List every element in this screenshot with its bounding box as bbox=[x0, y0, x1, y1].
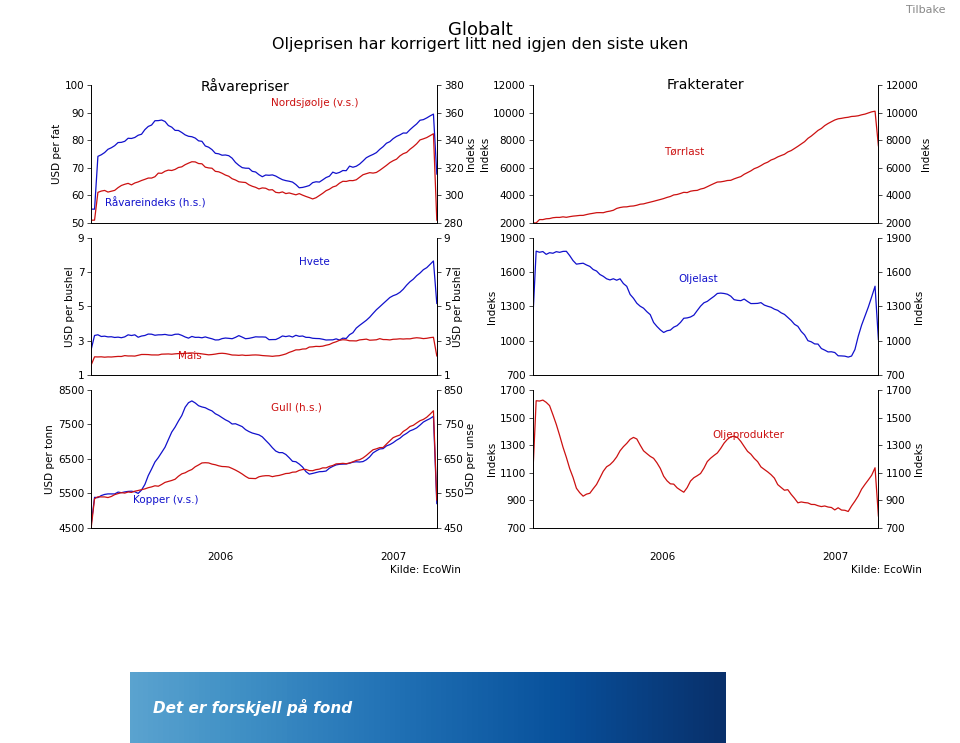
Text: Råvarepriser: Råvarepriser bbox=[201, 78, 289, 94]
Text: Kilde: EcoWin: Kilde: EcoWin bbox=[390, 565, 461, 574]
Y-axis label: Indeks: Indeks bbox=[480, 137, 491, 172]
Y-axis label: Indeks: Indeks bbox=[914, 441, 924, 476]
Y-axis label: USD per unse: USD per unse bbox=[467, 424, 476, 494]
Y-axis label: USD per bushel: USD per bushel bbox=[65, 266, 75, 347]
Text: 2007: 2007 bbox=[822, 552, 849, 562]
Text: 2007: 2007 bbox=[380, 552, 407, 562]
Text: Tørrlast: Tørrlast bbox=[664, 146, 705, 156]
Text: Mais: Mais bbox=[178, 351, 202, 360]
Text: Kopper (v.s.): Kopper (v.s.) bbox=[132, 495, 198, 504]
Text: Nordsjøolje (v.s.): Nordsjøolje (v.s.) bbox=[271, 98, 358, 108]
Text: 2006: 2006 bbox=[649, 552, 676, 562]
Text: Tilbake: Tilbake bbox=[906, 5, 946, 15]
Text: Oljeprodukter: Oljeprodukter bbox=[712, 430, 784, 440]
Text: Oljelast: Oljelast bbox=[678, 273, 717, 284]
Text: Det er forskjell på fond: Det er forskjell på fond bbox=[154, 699, 352, 716]
Text: Globalt: Globalt bbox=[447, 21, 513, 39]
Y-axis label: USD per tonn: USD per tonn bbox=[45, 424, 56, 493]
Text: 2006: 2006 bbox=[207, 552, 234, 562]
Text: Frakterater: Frakterater bbox=[667, 78, 744, 92]
Y-axis label: Indeks: Indeks bbox=[914, 289, 924, 324]
Text: Oljeprisen har korrigert litt ned igjen den siste uken: Oljeprisen har korrigert litt ned igjen … bbox=[272, 37, 688, 52]
Y-axis label: USD per bushel: USD per bushel bbox=[453, 266, 463, 347]
Y-axis label: Indeks: Indeks bbox=[467, 137, 476, 172]
Text: Gull (h.s.): Gull (h.s.) bbox=[271, 403, 322, 412]
Text: Råvareindeks (h.s.): Råvareindeks (h.s.) bbox=[105, 197, 205, 208]
Text: Kilde: EcoWin: Kilde: EcoWin bbox=[851, 565, 922, 574]
Text: Hvete: Hvete bbox=[299, 257, 329, 267]
Y-axis label: USD per fat: USD per fat bbox=[52, 124, 61, 184]
Y-axis label: Indeks: Indeks bbox=[487, 289, 497, 324]
Y-axis label: Indeks: Indeks bbox=[487, 441, 497, 476]
Y-axis label: Indeks: Indeks bbox=[921, 137, 931, 172]
